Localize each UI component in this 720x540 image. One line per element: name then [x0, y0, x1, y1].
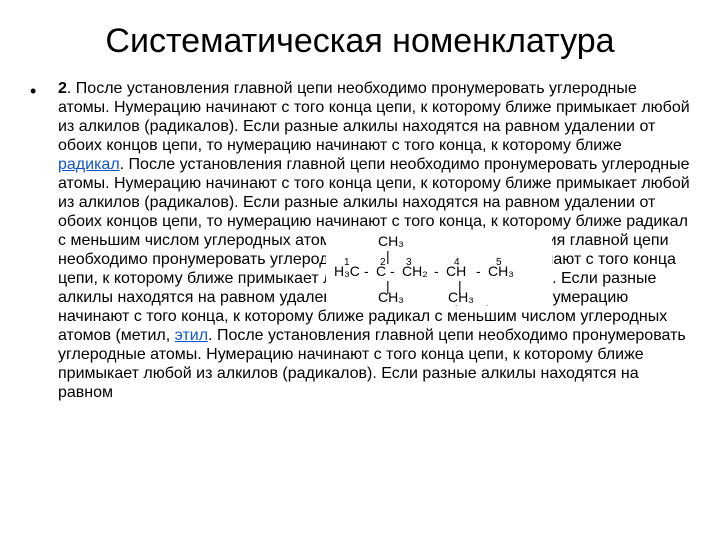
link-etil[interactable]: этил	[175, 327, 208, 344]
slide: Систематическая номенклатура • 2. После …	[0, 0, 720, 540]
bond-2: -	[390, 263, 395, 279]
bond-3: -	[434, 263, 439, 279]
bond-1: -	[364, 263, 369, 279]
chain-3: CH₂	[402, 263, 428, 279]
sub-bottom-2: CH₃	[448, 289, 474, 305]
sub-bottom-1: CH₃	[378, 289, 404, 305]
bond-vert-1: |	[386, 248, 390, 264]
chain-2: C	[376, 263, 386, 279]
chain-5: CH₃	[488, 263, 514, 279]
page-title: Систематическая номенклатура	[30, 22, 690, 61]
text-part-1: . После установления главной цепи необхо…	[58, 80, 690, 154]
bond-4: -	[476, 263, 481, 279]
item-number: 2	[58, 80, 67, 97]
formula-overlay: CH₃ | 1 2 3 4 5 H₃C - C - CH₂ - CH - CH₃…	[326, 233, 552, 305]
link-radikal[interactable]: радикал	[58, 156, 120, 173]
sub-top: CH₃	[378, 233, 404, 249]
chain-1: H₃C	[334, 263, 360, 279]
structural-formula: CH₃ | 1 2 3 4 5 H₃C - C - CH₂ - CH - CH₃…	[326, 233, 552, 305]
chain-4: CH	[446, 263, 466, 279]
bullet-marker: •	[30, 79, 58, 402]
